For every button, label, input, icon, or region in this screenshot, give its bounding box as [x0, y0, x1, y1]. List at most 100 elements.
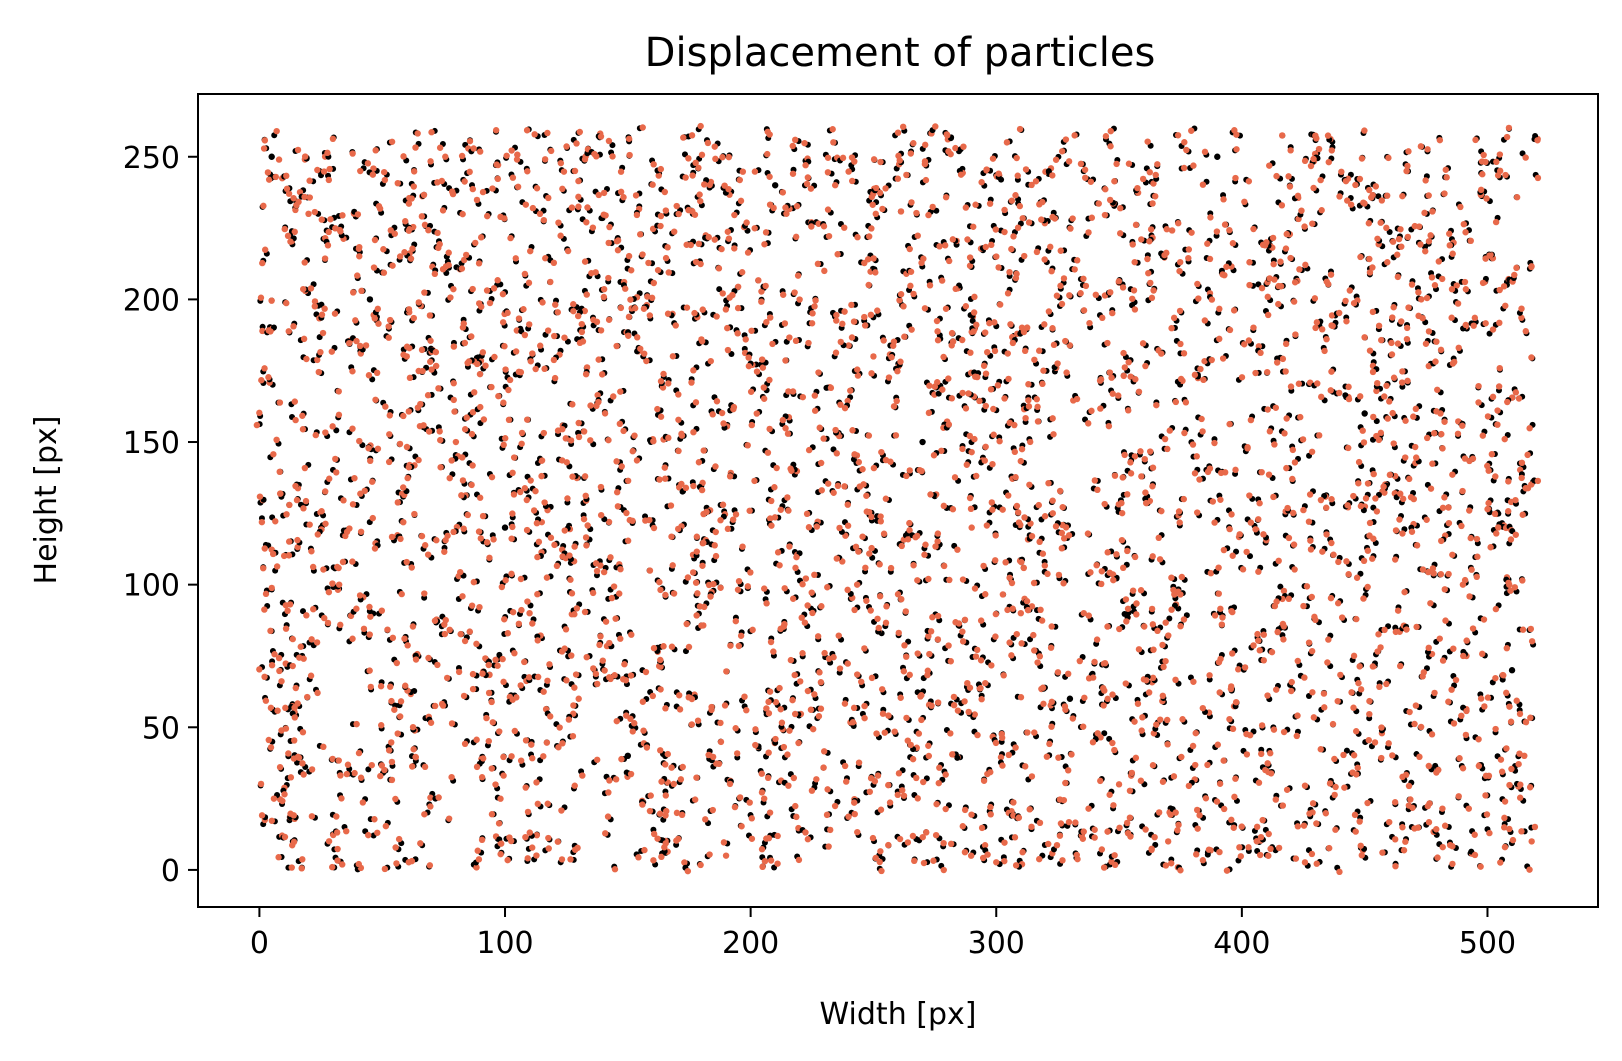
particle-point: [439, 207, 447, 214]
particle-point: [785, 782, 792, 789]
particle-point: [832, 349, 840, 356]
particle-point: [418, 213, 426, 220]
particle-point: [1273, 686, 1280, 693]
particle-point: [878, 867, 885, 875]
particle-point: [1401, 588, 1408, 596]
particle-point: [1335, 558, 1342, 566]
particle-point: [1379, 849, 1386, 856]
particle-point: [1469, 625, 1477, 632]
particle-point: [929, 614, 936, 621]
particle-point: [1265, 852, 1272, 859]
particle-point: [1087, 178, 1095, 185]
particle-point: [1391, 799, 1399, 806]
particle-point: [1479, 650, 1486, 658]
particle-point: [1471, 314, 1479, 322]
particle-point: [748, 815, 755, 822]
particle-point: [1399, 530, 1406, 537]
particle-point: [850, 318, 858, 325]
particle-point: [1351, 811, 1359, 819]
particle-point: [930, 857, 937, 864]
particle-point: [397, 535, 404, 543]
particle-point: [974, 646, 981, 654]
particle-point: [987, 811, 994, 818]
particle-point: [699, 562, 706, 569]
particle-point: [1006, 419, 1013, 427]
particle-point: [933, 800, 940, 808]
particle-point: [506, 376, 514, 384]
particle-point: [1282, 245, 1290, 252]
particle-point: [1355, 679, 1362, 687]
particle-point: [841, 700, 849, 707]
particle-point: [633, 211, 641, 219]
particle-point: [1048, 723, 1055, 730]
particle-point: [1009, 339, 1017, 347]
particle-point: [1327, 594, 1335, 602]
particle-point: [605, 239, 612, 247]
particle-point: [258, 812, 266, 819]
particle-point: [1207, 214, 1214, 221]
particle-point: [318, 508, 325, 515]
particle-point: [1383, 224, 1390, 232]
particle-point: [1324, 132, 1332, 139]
particle-point: [351, 474, 358, 482]
particle-point: [1287, 147, 1294, 154]
particle-point: [1104, 828, 1111, 835]
particle-point: [545, 845, 552, 852]
particle-point: [622, 677, 630, 684]
particle-point: [1022, 166, 1030, 173]
particle-point: [1417, 143, 1425, 150]
particle-point: [751, 477, 758, 485]
particle-point: [1265, 471, 1273, 478]
particle-point: [464, 511, 472, 519]
particle-point: [671, 228, 678, 235]
particle-point: [1413, 623, 1420, 631]
particle-point: [763, 319, 770, 326]
particle-point: [268, 817, 276, 824]
particle-point: [483, 539, 491, 546]
particle-point: [1495, 524, 1502, 531]
particle-point: [297, 643, 304, 650]
particle-point: [1438, 430, 1445, 438]
particle-point: [715, 265, 723, 272]
particle-point: [1127, 373, 1134, 380]
particle-point: [820, 435, 827, 442]
particle-point: [405, 859, 412, 866]
particle-point: [841, 762, 849, 770]
particle-point: [1503, 745, 1510, 752]
particle-point: [1201, 357, 1208, 365]
particle-point: [1191, 470, 1199, 477]
particle-point: [282, 602, 290, 609]
particle-point: [412, 144, 419, 151]
particle-point: [1194, 509, 1201, 516]
particle-point: [664, 310, 672, 317]
particle-point: [633, 457, 641, 464]
particle-point: [1219, 355, 1227, 362]
particle-point: [880, 530, 888, 537]
particle-point: [1019, 848, 1026, 856]
particle-point: [1513, 194, 1521, 201]
particle-point: [745, 362, 753, 370]
particle-point: [1037, 606, 1044, 614]
particle-point: [509, 174, 517, 181]
particle-point: [1153, 721, 1160, 728]
particle-point: [1048, 267, 1055, 275]
particle-point: [277, 490, 284, 497]
particle-point: [955, 620, 963, 627]
particle-point: [1012, 274, 1020, 282]
particle-point: [349, 150, 356, 157]
particle-point: [906, 245, 913, 253]
particle-point: [1366, 347, 1374, 354]
particle-point: [827, 826, 834, 834]
particle-point: [691, 796, 699, 803]
particle-point: [861, 645, 868, 652]
particle-point: [602, 618, 610, 625]
particle-point: [602, 830, 609, 837]
particle-point: [1091, 658, 1098, 666]
particle-point: [285, 328, 292, 335]
particle-point: [476, 148, 484, 155]
particle-point: [257, 780, 265, 788]
particle-point: [768, 497, 775, 505]
particle-point: [445, 249, 452, 256]
particle-point: [764, 150, 771, 158]
particle-point: [1308, 850, 1316, 858]
